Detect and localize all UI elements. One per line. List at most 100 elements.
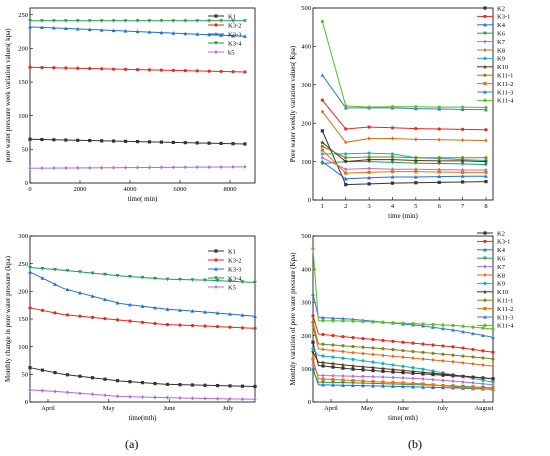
data-point xyxy=(320,148,324,152)
legend-label: K1 xyxy=(228,248,236,255)
data-point xyxy=(414,105,418,109)
x-tick-label: 8 xyxy=(484,203,487,210)
data-point xyxy=(351,319,355,323)
x-tick-label: 0 xyxy=(28,186,31,193)
x-tick-label: 4000 xyxy=(124,186,137,193)
data-point xyxy=(203,309,207,314)
series-line-k6 xyxy=(312,370,494,389)
legend-label: K11-1 xyxy=(497,298,513,305)
data-point xyxy=(401,355,405,360)
y-tick-label: 300 xyxy=(301,82,311,89)
data-point xyxy=(123,29,128,33)
data-point xyxy=(391,348,395,352)
data-point xyxy=(243,70,247,74)
data-point xyxy=(367,160,372,164)
y-tick-label: 100 xyxy=(18,113,28,120)
legend-marker xyxy=(483,22,487,27)
data-point xyxy=(53,282,57,286)
legend-label: K3-3 xyxy=(228,31,241,38)
data-point xyxy=(171,140,175,144)
data-point xyxy=(195,141,199,145)
data-point xyxy=(78,290,82,295)
data-point xyxy=(115,300,120,305)
x-tick-label: July xyxy=(437,405,449,412)
data-point xyxy=(128,319,132,323)
data-point xyxy=(171,19,176,23)
legend-marker xyxy=(483,281,487,285)
data-point xyxy=(437,137,441,142)
data-point xyxy=(484,107,488,112)
data-point xyxy=(437,106,442,111)
data-point xyxy=(381,320,385,324)
data-point xyxy=(53,371,57,375)
data-point xyxy=(421,385,425,389)
data-point xyxy=(231,142,235,146)
legend-marker xyxy=(214,267,218,271)
data-point xyxy=(111,28,116,33)
y-tick-label: 150 xyxy=(18,316,28,323)
x-axis-label: time (min) xyxy=(388,212,418,220)
data-point xyxy=(253,326,257,331)
y-axis-label: Pore water weekly variation values( Kpa) xyxy=(289,45,297,162)
data-point xyxy=(437,127,441,131)
data-point xyxy=(40,166,44,171)
data-point xyxy=(484,105,488,110)
data-point xyxy=(321,382,325,387)
legend-marker xyxy=(483,247,487,252)
data-point xyxy=(219,164,223,169)
legend-marker xyxy=(214,23,218,27)
data-point xyxy=(421,323,425,328)
data-point xyxy=(367,136,371,141)
data-point xyxy=(481,378,485,382)
data-point xyxy=(451,328,455,332)
data-point xyxy=(411,371,415,375)
data-point xyxy=(40,388,45,393)
data-point xyxy=(460,162,465,166)
data-point xyxy=(331,343,335,347)
data-point xyxy=(228,279,232,284)
y-tick-label: 200 xyxy=(301,120,311,127)
data-point xyxy=(471,361,475,366)
data-point xyxy=(341,378,345,382)
data-point xyxy=(195,69,199,73)
data-point xyxy=(128,274,132,279)
data-point xyxy=(471,380,475,385)
x-axis-label: time( mth) xyxy=(388,414,418,422)
data-point xyxy=(76,66,80,70)
data-point xyxy=(461,329,465,334)
data-point xyxy=(183,165,187,170)
legend-label: K11-3 xyxy=(497,89,513,96)
data-point xyxy=(431,325,435,329)
data-point xyxy=(351,383,355,388)
data-point xyxy=(484,128,488,132)
data-point xyxy=(381,375,385,380)
data-point xyxy=(100,139,104,143)
data-point: ★ xyxy=(440,371,445,378)
data-point xyxy=(411,322,415,326)
data-point xyxy=(99,19,104,23)
data-point xyxy=(219,33,224,37)
data-point xyxy=(53,311,57,315)
data-point xyxy=(135,29,140,34)
data-point xyxy=(321,364,325,368)
data-point: ★ xyxy=(410,368,415,375)
plot-frame xyxy=(29,7,256,184)
data-point xyxy=(115,318,120,322)
data-point xyxy=(311,320,315,324)
data-point xyxy=(253,384,257,389)
legend-label: K3-2 xyxy=(228,257,241,264)
data-point xyxy=(112,139,116,143)
legend-marker xyxy=(483,273,487,277)
data-point xyxy=(381,380,385,384)
data-point xyxy=(65,269,70,273)
data-point xyxy=(88,66,92,71)
data-point xyxy=(351,344,355,349)
y-tick-label: 500 xyxy=(301,5,311,12)
data-point xyxy=(153,276,157,281)
legend-label: K3-3 xyxy=(228,266,241,273)
x-tick-label: April xyxy=(324,405,338,412)
data-point xyxy=(40,137,44,142)
data-point xyxy=(231,70,235,74)
data-point xyxy=(52,138,56,142)
data-point: ★ xyxy=(343,159,348,166)
